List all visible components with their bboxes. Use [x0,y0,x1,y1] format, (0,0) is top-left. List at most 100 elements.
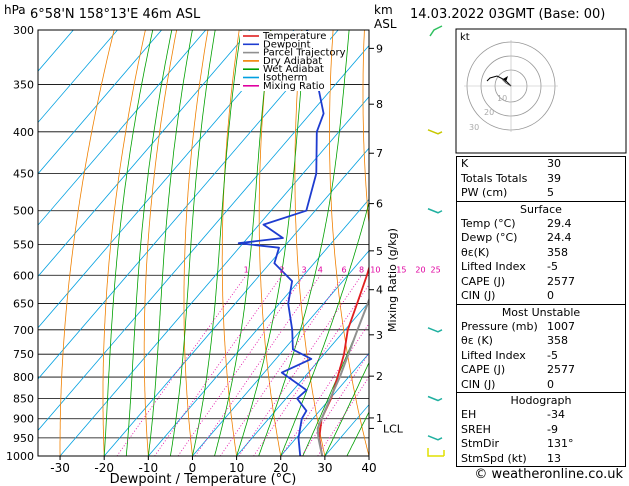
hodograph-indices-title: Hodograph [510,394,572,407]
x-axis-label: Dewpoint / Temperature (°C) [110,472,297,486]
pressure-tick-label: 500 [13,205,34,218]
location-label: 6°58'N 158°13'E 46m ASL [30,7,201,22]
index-row: Totals Totals 39 [457,172,625,187]
index-label: Totals Totals [461,171,528,185]
wet-adiabat [147,30,193,456]
temperature-tick-label: 10 [229,461,244,475]
index-value: 358 [547,334,568,347]
wind-barb [427,327,443,333]
dry-adiabat [183,30,209,456]
pressure-tick-label: 800 [13,371,34,384]
asl-label: ASL [374,17,397,31]
y-axis-label-right: Mixing Ratio (g/kg) [386,228,399,332]
altitude-tick-label: 3 [376,329,383,342]
temperature-tick-label: 40 [361,461,376,475]
most-unstable-title: Most Unstable [501,305,581,319]
isotherm-line [38,30,251,278]
temperature-tick-label: 30 [317,461,332,475]
isotherm-line [103,147,369,456]
surface-row: Lifted Index -5 [457,260,625,275]
mixing-ratio-line [116,275,247,456]
dry-adiabat [221,30,240,456]
mixing-ratio-label: 1 [244,265,249,274]
pressure-tick-label: 350 [13,79,34,92]
wet-adiabat [103,30,154,456]
chart-grid [38,30,369,456]
pressure-tick-label: 400 [13,126,34,139]
surface-box: Surface Temp (°C) 29.4 Dewp (°C) 24.4 θε(K… [456,201,626,305]
most-unstable-row: CIN (J) 0 [457,378,625,393]
most-unstable-row: Lifted Index -5 [457,349,625,364]
index-value: 2577 [547,274,575,288]
most-unstable-row: Pressure (mb) 1007 [457,320,625,335]
most-unstable-box: Most Unstable Pressure (mb) 1007 θε (K) 35… [456,304,626,393]
mixing-ratio-label: 4 [318,265,323,274]
index-value: -5 [547,260,558,273]
legend-label: Dry Adiabat [263,56,322,67]
mixing-ratio-label: 2 [279,265,284,274]
hodograph-ring-label: 30 [469,123,479,132]
isotherm-line [38,44,369,431]
hodograph-trace [486,75,512,87]
credit-text: © weatheronline.co.uk [474,467,623,482]
index-label: Temp (°C) [461,216,516,230]
wind-barb [427,129,443,135]
pressure-tick-label: 450 [13,167,34,180]
pressure-tick-label: 1000 [6,450,34,463]
isotherm-line [38,30,339,380]
hodograph-storm-marker [503,76,508,82]
isotherm-line [148,198,369,456]
index-label: Dewp (°C) [461,231,518,244]
altitude-tick-label: 7 [376,147,383,160]
pressure-tick-label: 850 [13,392,34,405]
isotherm-line [38,30,207,226]
isotherm-line [38,30,162,175]
wet-adiabat [280,201,369,456]
altitude-tick-label: 2 [376,370,383,383]
mixing-ratio-label: 3 [301,265,306,274]
index-label: θε(K) [461,245,490,259]
temperature-tick-label: -20 [94,461,114,475]
index-label: Pressure (mb) [461,319,538,333]
dry-adiabat [143,30,178,456]
mixing-ratio-line [194,275,321,456]
wind-barb [427,208,443,214]
hodograph-row: StmDir 131° [457,437,625,452]
index-value: 29.4 [547,216,572,230]
index-label: CIN (J) [461,377,496,391]
index-label: PW (cm) [461,186,508,199]
dry-adiabat [59,30,115,456]
dewpoint-line [237,30,325,456]
pressure-unit-label: hPa [4,3,26,17]
altitude-tick-label: LCL [383,422,404,435]
index-value: 0 [547,377,554,391]
basic-indices-box: K 30 Totals Totals 39 PW (cm) 5 [456,156,626,202]
legend-label: Temperature [262,31,326,42]
index-value: 30 [547,157,561,170]
pressure-tick-label: 300 [13,24,34,37]
wet-adiabat [214,30,272,456]
pressure-tick-label: 550 [13,238,34,251]
wet-adiabat [258,30,350,456]
dry-adiabat [102,30,146,456]
wind-barb [429,25,443,37]
legend-label: Mixing Ratio [263,81,325,92]
chart-profiles [237,30,369,456]
index-label: K [461,157,469,170]
hodograph-row: StmSpd (kt) 13 [457,452,625,467]
legend-label: Dewpoint [263,39,311,50]
legend-label: Parcel Trajectory [263,48,346,59]
dry-adiabat [362,30,369,229]
wind-barb [427,448,444,457]
temperature-tick-label: 20 [273,461,288,475]
index-value: 131° [547,437,574,450]
most-unstable-row: CAPE (J) 2577 [457,363,625,378]
index-value: -9 [547,422,558,436]
altitude-tick-label: 1 [376,412,383,425]
index-label: CIN (J) [461,289,496,302]
altitude-tick-label: 9 [376,42,383,55]
index-value: -34 [547,408,565,421]
wet-adiabat [192,30,242,456]
